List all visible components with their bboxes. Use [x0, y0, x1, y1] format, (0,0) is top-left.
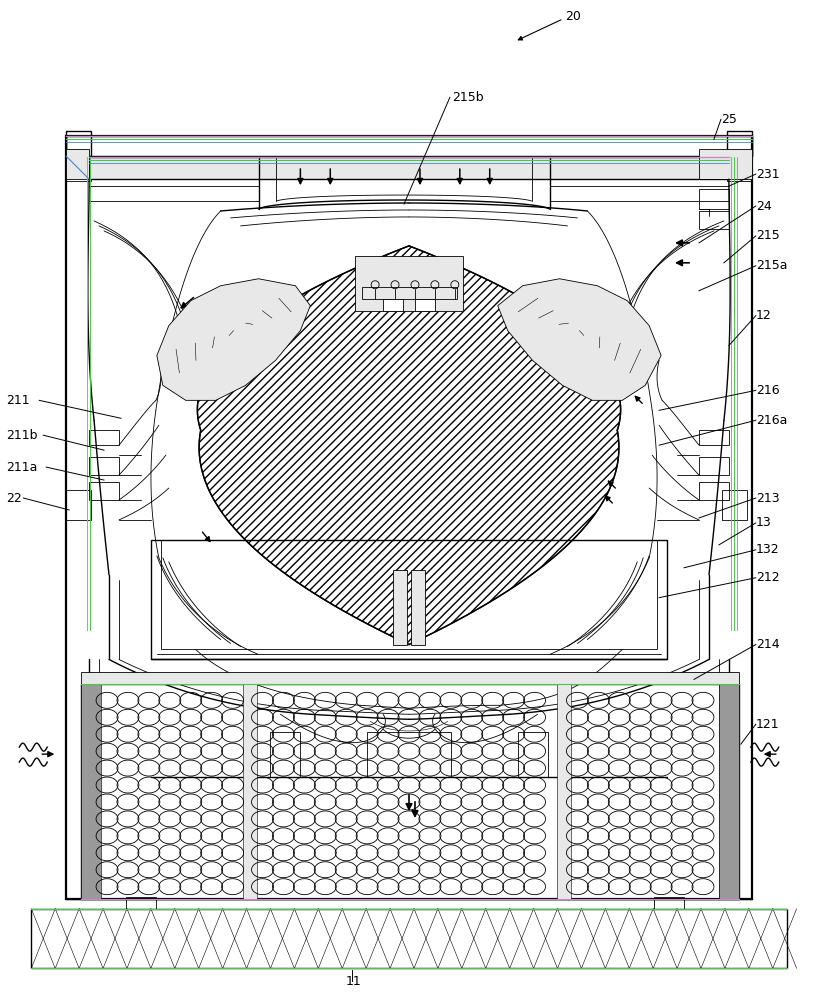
Bar: [89, 157, 729, 179]
Text: 231: 231: [756, 168, 780, 181]
Bar: [66, 136, 91, 181]
Text: 214: 214: [756, 638, 780, 651]
Bar: [89, 430, 119, 445]
Polygon shape: [157, 279, 310, 400]
Bar: [699, 211, 729, 229]
Bar: [66, 131, 91, 156]
Bar: [699, 430, 729, 445]
Text: 213: 213: [756, 492, 780, 505]
Bar: [355, 256, 463, 311]
Bar: [393, 570, 407, 645]
Bar: [699, 457, 729, 475]
Bar: [654, 897, 684, 909]
Bar: [727, 131, 752, 156]
Text: 211: 211: [7, 394, 30, 407]
Bar: [415, 299, 435, 311]
Bar: [411, 570, 425, 645]
Polygon shape: [497, 279, 661, 400]
Text: 216: 216: [756, 384, 780, 397]
Bar: [367, 732, 451, 777]
Text: 215a: 215a: [756, 259, 787, 272]
Bar: [727, 136, 752, 181]
Bar: [362, 287, 456, 299]
Bar: [558, 684, 572, 899]
Text: 13: 13: [756, 516, 771, 529]
Text: 25: 25: [721, 113, 737, 126]
Text: 12: 12: [756, 309, 771, 322]
Text: 20: 20: [565, 10, 582, 23]
Text: 212: 212: [756, 571, 780, 584]
Bar: [151, 540, 667, 659]
Text: 11: 11: [345, 975, 361, 988]
Bar: [271, 732, 300, 777]
Text: 215b: 215b: [452, 91, 483, 104]
Bar: [126, 897, 156, 909]
Text: 216a: 216a: [756, 414, 787, 427]
Bar: [66, 490, 91, 520]
Text: 211b: 211b: [7, 429, 38, 442]
Bar: [699, 482, 729, 500]
Text: 215: 215: [756, 229, 780, 242]
Bar: [719, 684, 739, 899]
Bar: [722, 490, 747, 520]
Bar: [518, 732, 547, 777]
Text: 121: 121: [756, 718, 780, 731]
Text: 24: 24: [756, 200, 771, 213]
Bar: [699, 149, 752, 179]
Text: 211a: 211a: [7, 461, 38, 474]
Bar: [161, 540, 657, 649]
Bar: [699, 189, 729, 209]
Bar: [89, 482, 119, 500]
Bar: [81, 672, 739, 684]
Bar: [81, 684, 101, 899]
Bar: [31, 909, 787, 968]
Text: 132: 132: [756, 543, 780, 556]
Bar: [243, 684, 257, 899]
Bar: [66, 136, 752, 156]
Bar: [383, 299, 403, 311]
Bar: [89, 457, 119, 475]
Bar: [81, 684, 739, 899]
Text: 22: 22: [7, 492, 22, 505]
Bar: [66, 136, 752, 899]
Bar: [66, 149, 89, 179]
